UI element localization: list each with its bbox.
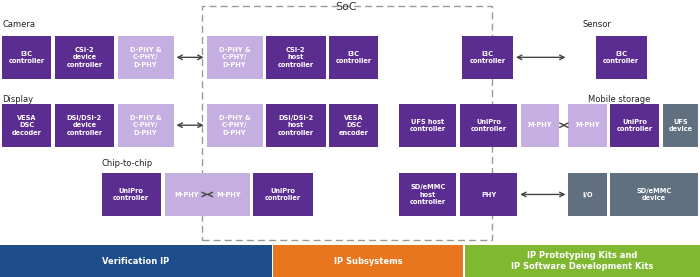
Text: DSI/DSI-2
host
controller: DSI/DSI-2 host controller [278,115,314,136]
Bar [460,173,517,216]
Bar [2,36,51,79]
Bar [329,36,378,79]
Bar [202,6,492,240]
Text: I3C
controller: I3C controller [603,51,639,64]
Bar [253,173,313,216]
Bar [118,104,174,147]
Text: I3C
controller: I3C controller [8,51,45,64]
Bar [610,173,698,216]
Text: UFS
device: UFS device [668,119,692,132]
Text: SoC: SoC [336,2,357,12]
Text: D-PHY &
C-PHY/
D-PHY: D-PHY & C-PHY/ D-PHY [130,115,162,136]
Bar [55,36,114,79]
Text: Mobile storage: Mobile storage [588,95,650,104]
Bar [206,173,250,216]
Text: IP Subsystems: IP Subsystems [334,257,402,266]
Text: DSI/DSI-2
device
controller: DSI/DSI-2 device controller [66,115,102,136]
Bar [465,245,700,277]
Text: I3C
controller: I3C controller [335,51,372,64]
Bar [102,173,161,216]
Text: M-PHY: M-PHY [216,192,241,198]
Bar [462,36,513,79]
Bar [399,173,456,216]
Text: Sensor: Sensor [582,20,611,29]
Text: VESA
DSC
decoder: VESA DSC decoder [12,115,41,136]
Bar [399,104,456,147]
Bar [568,173,607,216]
Bar [521,104,559,147]
Bar [329,104,378,147]
Text: UniPro
controller: UniPro controller [617,119,653,132]
Text: CSI-2
host
controller: CSI-2 host controller [278,47,314,68]
Text: CSI-2
device
controller: CSI-2 device controller [66,47,102,68]
Text: IP Prototyping Kits and
IP Software Development Kits: IP Prototyping Kits and IP Software Deve… [511,251,654,271]
Text: D-PHY &
C-PHY/
D-PHY: D-PHY & C-PHY/ D-PHY [218,115,251,136]
Text: PHY: PHY [481,192,496,198]
Text: Display: Display [2,95,33,104]
Text: Verification IP: Verification IP [102,257,169,266]
Bar [273,245,463,277]
Bar [610,104,659,147]
Text: I3C
controller: I3C controller [470,51,505,64]
Text: SD/eMMC
device: SD/eMMC device [636,188,672,201]
Text: UniPro
controller: UniPro controller [470,119,507,132]
Text: D-PHY &
C-PHY/
D-PHY: D-PHY & C-PHY/ D-PHY [130,47,162,68]
Bar [568,104,607,147]
Text: Camera: Camera [2,20,35,29]
Text: M-PHY: M-PHY [528,122,552,128]
Text: UniPro
controller: UniPro controller [113,188,149,201]
Bar [663,104,698,147]
Bar [206,36,262,79]
Text: VESA
DSC
encoder: VESA DSC encoder [339,115,368,136]
Text: I/O: I/O [582,192,593,198]
Bar [55,104,114,147]
Text: Chip-to-chip: Chip-to-chip [102,159,153,168]
Text: M-PHY: M-PHY [575,122,600,128]
Bar [596,36,647,79]
Text: M-PHY: M-PHY [174,192,199,198]
Text: D-PHY &
C-PHY/
D-PHY: D-PHY & C-PHY/ D-PHY [218,47,251,68]
Bar [118,36,174,79]
Bar [164,173,208,216]
Text: SD/eMMC
host
controller: SD/eMMC host controller [410,184,446,205]
Bar [460,104,517,147]
Bar [2,104,51,147]
Bar [206,104,262,147]
Text: UFS host
controller: UFS host controller [410,119,446,132]
Bar [266,104,326,147]
Bar [0,245,272,277]
Text: UniPro
controller: UniPro controller [265,188,301,201]
Bar [266,36,326,79]
